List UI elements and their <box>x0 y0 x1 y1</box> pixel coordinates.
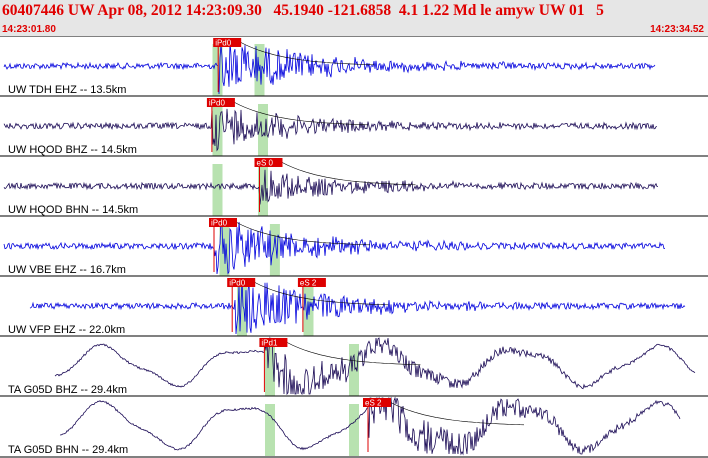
coda-curve <box>252 280 389 306</box>
channel-label: UW VBE EHZ -- 16.7km <box>8 264 126 276</box>
pick-flag[interactable] <box>206 98 235 107</box>
pick-label: iPd0 <box>215 39 232 48</box>
pick-label: eS 2 <box>365 399 382 408</box>
coda-curve <box>279 160 416 186</box>
pick-flag[interactable] <box>254 158 283 167</box>
waveform-trace <box>54 336 696 396</box>
pick-label: eS 0 <box>257 159 274 168</box>
analysis-window <box>269 224 280 276</box>
seismogram-panel[interactable]: iPd0 UW TDH EHZ -- 13.5km iPd0 UW HQOD BHZ … <box>0 36 708 458</box>
waveform-trace <box>3 169 658 205</box>
pick-flag[interactable] <box>227 278 256 287</box>
coda-curve <box>231 100 368 126</box>
analysis-window <box>212 44 223 96</box>
channel-label: TA G05D BHN -- 29.4km <box>8 444 128 456</box>
channel-panel[interactable]: iPd0 UW VBE EHZ -- 16.7km <box>0 215 708 276</box>
channel-label: TA G05D BHZ -- 29.4km <box>8 384 127 396</box>
analysis-window <box>237 284 247 336</box>
coda-curve <box>387 400 525 426</box>
analysis-window <box>212 104 223 156</box>
channel-label: UW VFP EHZ -- 22.0km <box>8 324 125 336</box>
pick-flag[interactable] <box>259 338 288 347</box>
waveform-trace <box>3 108 658 152</box>
channel-panel[interactable]: iPd0 UW TDH EHZ -- 13.5km <box>0 36 708 96</box>
event-title: 60407446 UW Apr 08, 2012 14:23:09.30 45.… <box>2 2 604 19</box>
waveform-trace <box>29 277 686 335</box>
coda-curve <box>238 40 375 66</box>
pick-label: iPd1 <box>261 339 278 348</box>
pick-label: iPd0 <box>211 219 228 228</box>
channel-panel[interactable]: iPd0 UW HQOD BHZ -- 14.5km <box>0 95 708 156</box>
channel-panel[interactable]: eS 0 UW HQOD BHN -- 14.5km <box>0 155 708 216</box>
analysis-window <box>258 164 268 216</box>
pick-label: iPd0 <box>209 99 226 108</box>
pick-label: iPd0 <box>229 279 246 288</box>
channel-label: UW HQOD BHZ -- 14.5km <box>8 144 137 156</box>
waveform-trace <box>3 217 666 275</box>
analysis-window <box>258 104 268 156</box>
pick-flag[interactable] <box>213 38 242 47</box>
analysis-window <box>349 404 359 456</box>
channel-panel[interactable]: eS 2 TA G05D BHN -- 29.4km <box>0 395 708 456</box>
channel-label: UW HQOD BHN -- 14.5km <box>8 204 138 216</box>
pick-flag[interactable] <box>297 278 326 287</box>
analysis-window <box>265 404 275 456</box>
time-end-label: 14:23:34.52 <box>650 24 704 35</box>
analysis-window <box>212 164 223 216</box>
header-bar: 60407446 UW Apr 08, 2012 14:23:09.30 45.… <box>0 0 708 36</box>
coda-curve <box>284 340 421 366</box>
pick-flag[interactable] <box>363 398 391 407</box>
channel-panel[interactable]: iPd1 TA G05D BHZ -- 29.4km <box>0 335 708 396</box>
channel-panel[interactable]: iPd0 eS 2 UW VFP EHZ -- 22.0km <box>0 275 708 336</box>
time-start-label: 14:23:01.80 <box>2 24 56 35</box>
channel-label: UW TDH EHZ -- 13.5km <box>8 84 126 96</box>
waveform-trace <box>3 40 656 95</box>
analysis-window <box>265 344 275 396</box>
coda-curve <box>233 220 371 246</box>
analysis-window <box>349 344 359 396</box>
pick-flag[interactable] <box>209 218 237 227</box>
pick-label: eS 2 <box>300 279 317 288</box>
